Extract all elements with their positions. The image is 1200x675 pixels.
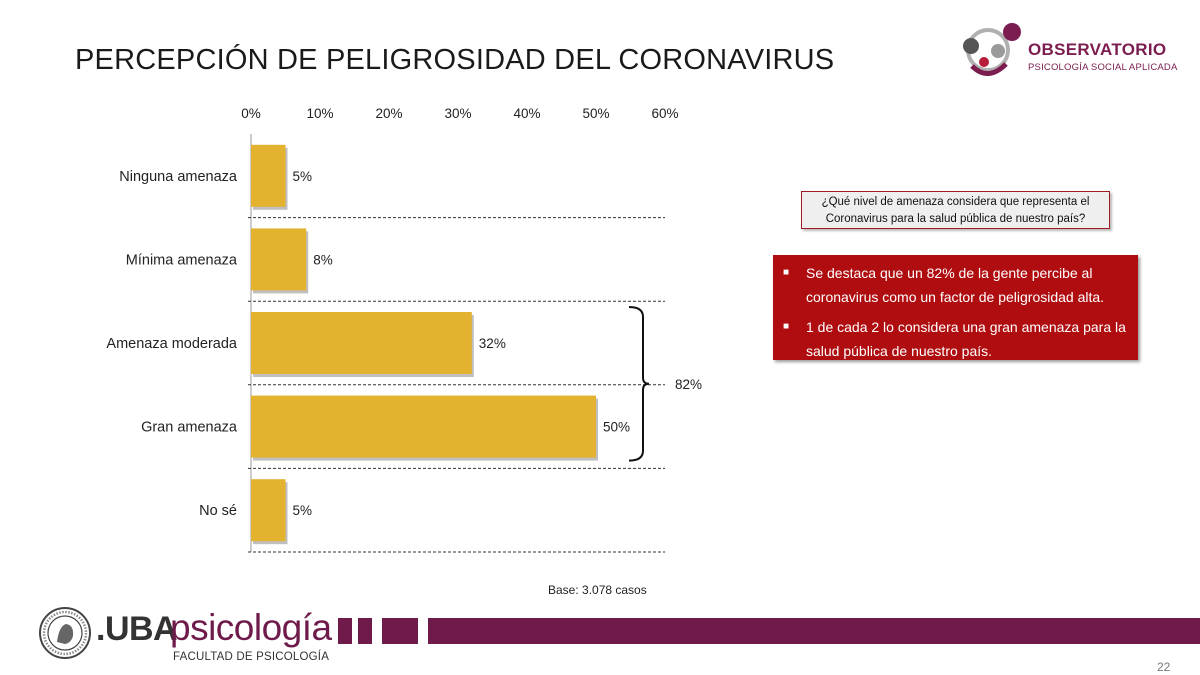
observatorio-people-icon (963, 23, 1021, 76)
x-tick-label: 20% (375, 106, 402, 121)
uba-seal-icon (39, 607, 91, 659)
x-tick-label: 40% (513, 106, 540, 121)
footer-bar (428, 618, 1200, 644)
x-tick-label: 0% (241, 106, 261, 121)
bar (251, 228, 307, 291)
category-label: Mínima amenaza (126, 252, 238, 268)
highlights-box: ■ Se destaca que un 82% de la gente perci… (773, 255, 1138, 360)
category-label: No sé (199, 503, 237, 519)
bar (251, 312, 472, 374)
bullet-icon: ■ (783, 321, 790, 332)
observatorio-logo: OBSERVATORIO PSICOLOGÍA SOCIAL APLICADA (960, 20, 1180, 92)
footer-bar (358, 618, 372, 644)
observatorio-subtitle: PSICOLOGÍA SOCIAL APLICADA (1028, 62, 1178, 73)
x-tick-label: 10% (306, 106, 333, 121)
x-tick-label: 60% (651, 106, 678, 121)
highlight-item: ■ Se destaca que un 82% de la gente perci… (783, 261, 1126, 309)
bar-value-label: 8% (313, 252, 333, 267)
base-note: Base: 3.078 casos (548, 583, 647, 597)
category-label: Ninguna amenaza (119, 169, 238, 185)
slide-title: PERCEPCIÓN DE PELIGROSIDAD DEL CORONAVIR… (75, 44, 835, 76)
x-tick-label: 30% (444, 106, 471, 121)
bar-value-label: 5% (293, 169, 313, 184)
bullet-icon: ■ (783, 267, 790, 278)
footer-bar (382, 618, 418, 644)
category-label: Amenaza moderada (106, 336, 238, 352)
bar-value-label: 32% (479, 336, 506, 351)
footer-bar (338, 618, 352, 644)
category-label: Gran amenaza (141, 420, 238, 436)
highlight-text: 1 de cada 2 lo considera una gran amenaz… (806, 319, 1126, 359)
bracket-icon (628, 306, 650, 462)
uba-logo-prefix: .UBA (96, 610, 178, 648)
observatorio-name: OBSERVATORIO (1028, 40, 1167, 59)
bar (251, 395, 596, 458)
page-number: 22 (1157, 660, 1171, 674)
survey-question: ¿Qué nivel de amenaza considera que repr… (801, 191, 1110, 229)
highlight-text: Se destaca que un 82% de la gente percib… (806, 265, 1105, 305)
bar-value-label: 50% (603, 420, 630, 435)
uba-logo-word: psicología (170, 607, 332, 648)
bar-value-label: 5% (293, 503, 313, 518)
bracket-total-label: 82% (675, 377, 702, 392)
faculty-name: FACULTAD DE PSICOLOGÍA (173, 651, 330, 663)
bar (251, 144, 286, 207)
bar-chart: 0% 10% 20% 30% 40% 50% 60% 5% Ninguna amenaza 8% M… (106, 106, 702, 553)
highlight-item: ■ 1 de cada 2 lo considera una gran amena… (783, 315, 1126, 363)
bar (251, 479, 286, 542)
x-tick-label: 50% (582, 106, 609, 121)
